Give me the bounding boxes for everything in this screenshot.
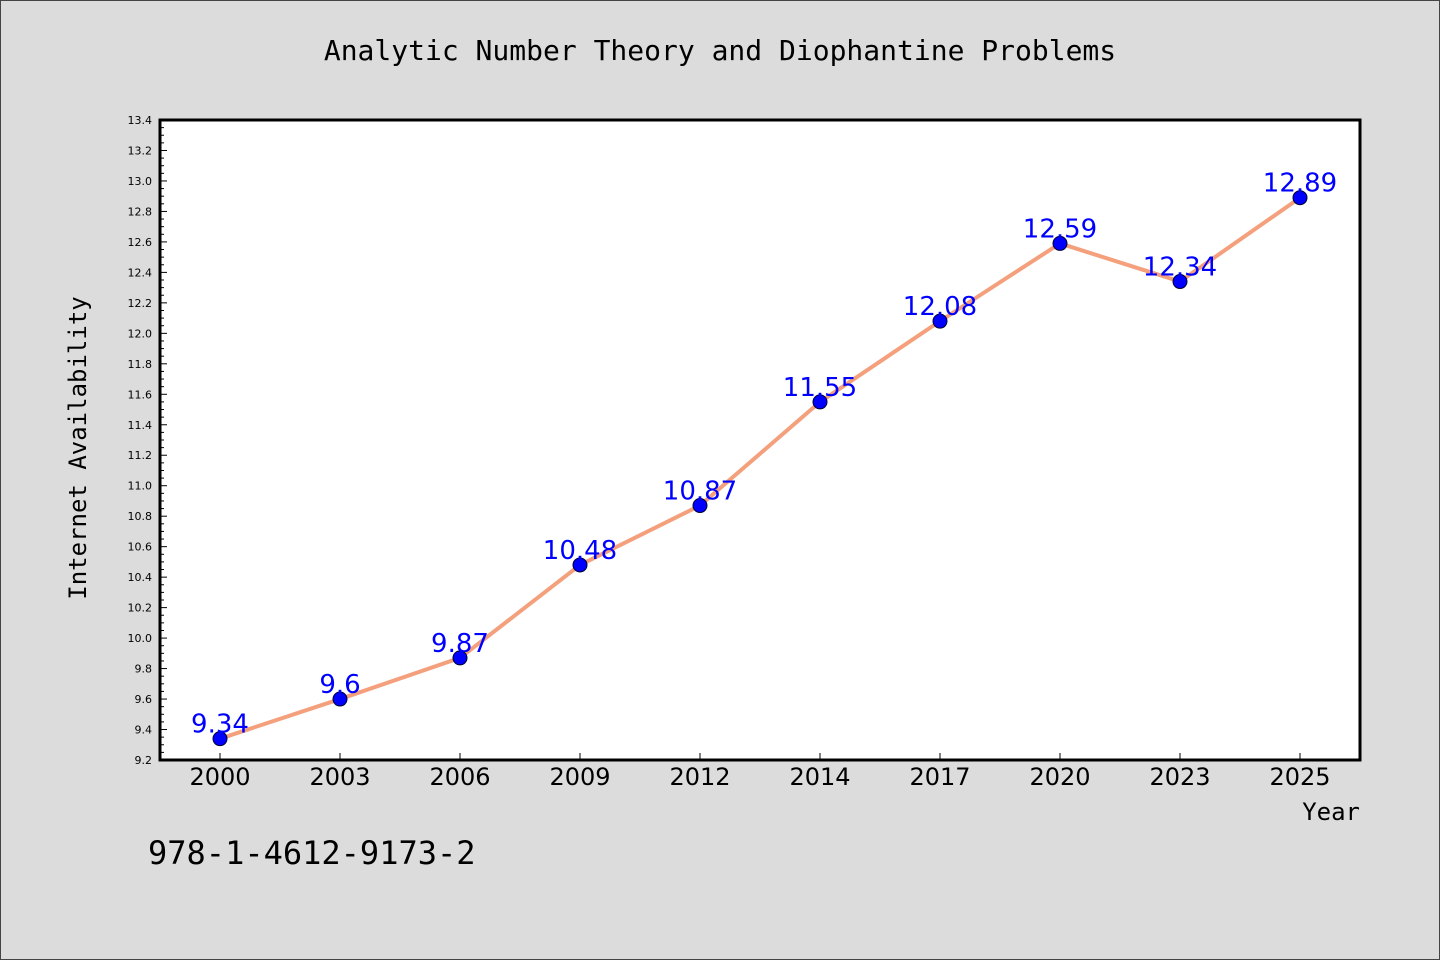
plot-area bbox=[160, 120, 1360, 760]
y-tick-label: 11.0 bbox=[128, 480, 153, 493]
y-tick-label: 10.0 bbox=[128, 632, 153, 645]
x-tick-label: 2006 bbox=[429, 763, 490, 791]
isbn-text: 978-1-4612-9173-2 bbox=[148, 834, 476, 872]
data-label: 11.55 bbox=[783, 373, 857, 403]
data-point bbox=[1052, 235, 1068, 251]
data-point bbox=[812, 394, 828, 410]
data-label: 12.89 bbox=[1263, 169, 1337, 199]
data-point bbox=[572, 557, 588, 573]
y-tick-label: 9.6 bbox=[135, 693, 153, 706]
y-tick-label: 13.2 bbox=[128, 144, 153, 157]
y-tick-label: 10.6 bbox=[128, 541, 153, 554]
y-tick-label: 12.8 bbox=[128, 205, 153, 218]
chart-title: Analytic Number Theory and Diophantine P… bbox=[323, 34, 1117, 67]
data-point bbox=[932, 313, 948, 329]
y-tick-label: 11.8 bbox=[128, 358, 153, 371]
data-label: 12.34 bbox=[1143, 253, 1217, 283]
y-tick-label: 9.2 bbox=[135, 754, 153, 767]
series-line bbox=[219, 196, 1302, 741]
y-tick-label: 11.6 bbox=[128, 388, 153, 401]
x-axis-label: Year bbox=[1302, 798, 1360, 826]
y-tick-label: 13.4 bbox=[128, 114, 153, 127]
x-tick-label: 2009 bbox=[549, 763, 610, 791]
y-tick-label: 11.4 bbox=[128, 419, 153, 432]
data-point bbox=[332, 691, 348, 707]
data-label: 10.48 bbox=[543, 536, 617, 566]
data-point bbox=[692, 498, 708, 514]
x-tick-label: 2014 bbox=[789, 763, 850, 791]
y-tick-label: 12.4 bbox=[128, 266, 153, 279]
y-tick-label: 12.2 bbox=[128, 297, 153, 310]
data-point bbox=[452, 650, 468, 666]
data-label: 9.6 bbox=[319, 670, 360, 700]
x-tick-label: 2003 bbox=[309, 763, 370, 791]
x-tick-label: 2020 bbox=[1029, 763, 1090, 791]
x-tick-label: 2017 bbox=[909, 763, 970, 791]
data-point bbox=[1292, 190, 1308, 206]
plot-border bbox=[158, 118, 1362, 762]
x-tick-label: 2025 bbox=[1269, 763, 1330, 791]
y-axis-label: Internet Availability bbox=[64, 296, 92, 599]
y-tick-label: 9.8 bbox=[135, 663, 153, 676]
y-tick-label: 12.0 bbox=[128, 327, 153, 340]
y-tick-label: 12.6 bbox=[128, 236, 153, 249]
data-label: 10.87 bbox=[663, 477, 737, 507]
y-tick-label: 9.4 bbox=[135, 724, 153, 737]
data-label: 9.87 bbox=[431, 629, 489, 659]
x-tick-label: 2000 bbox=[189, 763, 250, 791]
x-tick-label: 2012 bbox=[669, 763, 730, 791]
data-label: 9.34 bbox=[191, 710, 249, 740]
data-label: 12.08 bbox=[903, 292, 977, 322]
data-point bbox=[212, 731, 228, 747]
y-tick-label: 13.0 bbox=[128, 175, 153, 188]
data-label: 12.59 bbox=[1023, 214, 1097, 244]
y-tick-label: 10.8 bbox=[128, 510, 153, 523]
x-tick-label: 2023 bbox=[1149, 763, 1210, 791]
y-tick-label: 10.4 bbox=[128, 571, 153, 584]
y-tick-label: 11.2 bbox=[128, 449, 153, 462]
y-tick-label: 10.2 bbox=[128, 602, 153, 615]
data-point bbox=[1172, 274, 1188, 290]
